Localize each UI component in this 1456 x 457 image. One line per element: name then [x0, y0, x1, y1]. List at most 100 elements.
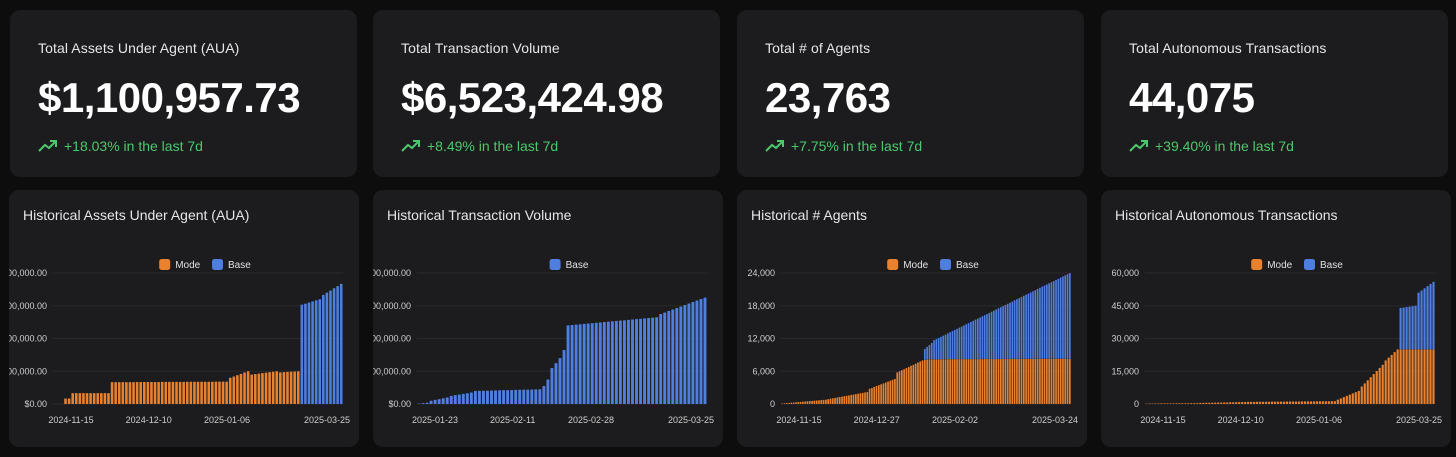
bar-base [300, 304, 304, 404]
bar-mode [132, 382, 135, 404]
bar-mode [1399, 349, 1402, 404]
bar-mode [947, 359, 949, 404]
x-tick-label: 2025-02-02 [932, 415, 978, 425]
bar-base [570, 325, 574, 404]
historical-autonomous-transactions-chart[interactable]: 0 15,000 30,000 45,000 60,000 Mode Base 2024-11… [1101, 190, 1451, 447]
bar-base [635, 319, 638, 404]
bar-mode [1336, 399, 1339, 404]
bar-mode [1244, 401, 1247, 404]
stat-change: +39.40% in the last 7d [1129, 138, 1448, 154]
bar-base [550, 367, 554, 404]
bar-base [336, 286, 339, 404]
bar-mode [207, 381, 211, 404]
bar-mode [1366, 380, 1369, 404]
bar-mode [1273, 401, 1277, 404]
bar-base [979, 317, 981, 360]
bar-mode [999, 358, 1002, 404]
bar-base [339, 283, 343, 404]
bar-base [618, 320, 622, 404]
bar-mode [189, 381, 193, 404]
bar-base [506, 390, 510, 404]
bar-mode [1247, 401, 1250, 404]
bar-base [562, 349, 566, 404]
bar-mode [1238, 402, 1241, 404]
bar-mode [990, 359, 993, 404]
bar-mode [243, 372, 246, 404]
bar-mode [1214, 402, 1217, 404]
bar-mode [792, 402, 795, 404]
bar-base [322, 294, 325, 404]
bar-mode [110, 382, 114, 404]
bar-mode [1375, 370, 1378, 404]
x-tick-label: 2025-02-11 [490, 415, 535, 425]
bar-mode [121, 382, 125, 404]
bar-base [974, 319, 977, 360]
bar-mode [125, 382, 128, 404]
historical-agents-chart[interactable]: 0 6,000 12,000 18,000 24,000 Mode Base 2024-11-… [737, 190, 1087, 447]
stat-change: +18.03% in the last 7d [38, 138, 357, 154]
y-tick-label: ,000,000.00 [373, 268, 411, 278]
bar-mode [921, 360, 924, 404]
bar-mode [1193, 403, 1196, 404]
bar-mode [128, 382, 132, 404]
bar-mode [135, 382, 139, 404]
bar-base [1016, 299, 1018, 359]
bar-base [651, 317, 655, 404]
bar-base [538, 389, 542, 404]
bar-mode [965, 359, 968, 404]
y-tick-label: 24,000 [747, 268, 775, 278]
bar-mode [834, 397, 836, 404]
bar-mode [1253, 401, 1256, 404]
bar-mode [171, 381, 175, 404]
chart-title: Historical # Agents [751, 207, 867, 223]
bar-mode [82, 393, 85, 404]
historical-transaction-volume-chart[interactable]: $0.00 ,000,000.00 ,000,000.00 ,000,000.00 ,0… [373, 190, 723, 447]
bar-mode [1312, 401, 1315, 404]
bar-base [1018, 298, 1021, 359]
bar-base [699, 299, 703, 404]
bar-mode [802, 401, 804, 404]
bar-mode [114, 382, 117, 404]
bar-base [1032, 291, 1034, 359]
bar-mode [1285, 401, 1289, 404]
y-tick-label: 60,000 [1111, 268, 1139, 278]
bar-mode [940, 359, 942, 404]
bar-mode [1426, 349, 1429, 404]
bar-base [1405, 307, 1408, 350]
bar-mode [282, 372, 286, 404]
bar-mode [1294, 401, 1298, 404]
bar-mode [935, 359, 938, 404]
bar-mode [1178, 403, 1181, 404]
bar-mode [289, 371, 293, 404]
bar-mode [1333, 401, 1336, 404]
bar-mode [1004, 358, 1007, 404]
bar-base [643, 318, 647, 404]
bar-mode [1041, 358, 1044, 404]
bar-mode [214, 381, 218, 404]
bar-base [429, 400, 433, 404]
bar-mode [1345, 395, 1348, 404]
bar-mode [799, 401, 802, 404]
bar-mode [1432, 349, 1435, 404]
historical-aua-chart[interactable]: $0.00 ,300,000.00 ,600,000.00 ,900,000.00 ,2… [9, 190, 359, 447]
bar-mode [1423, 349, 1426, 404]
bar-base [1052, 280, 1055, 359]
bar-mode [1175, 403, 1178, 404]
bar-mode [164, 381, 168, 404]
bar-mode [1020, 358, 1023, 404]
bar-base [542, 385, 546, 404]
bar-base [1013, 300, 1016, 359]
bar-base [928, 344, 931, 360]
bar-mode [1166, 403, 1169, 404]
y-tick-label: $0.00 [24, 399, 47, 409]
y-tick-label: 15,000 [1111, 366, 1139, 376]
bar-mode [293, 371, 296, 404]
bar-mode [1351, 393, 1354, 404]
bar-mode [841, 396, 843, 404]
legend-label-base: Base [1320, 260, 1343, 271]
y-tick-label: 6,000 [752, 366, 775, 376]
bar-base [554, 363, 558, 404]
bar-mode [924, 359, 926, 404]
bar-mode [1064, 358, 1067, 404]
bar-mode [218, 381, 221, 404]
